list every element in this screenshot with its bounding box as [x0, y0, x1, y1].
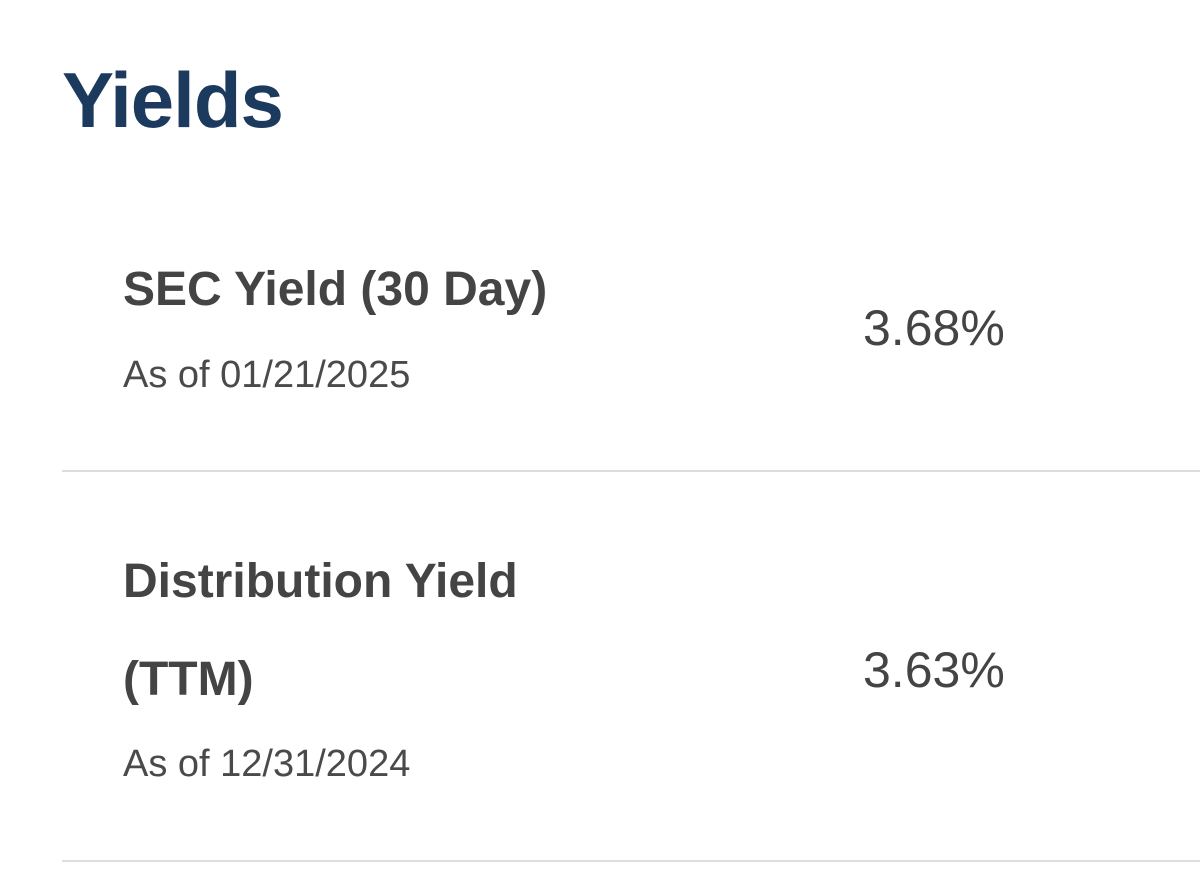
section-title: Yields — [62, 56, 284, 144]
divider — [62, 470, 1200, 472]
row-value: 3.63% — [863, 642, 1005, 698]
row-date: As of 01/21/2025 — [123, 354, 411, 396]
row-label: Distribution Yield (TTM) — [123, 555, 518, 706]
row-label: SEC Yield (30 Day) — [123, 263, 548, 316]
row-value: 3.68% — [863, 300, 1005, 356]
divider — [62, 860, 1200, 862]
row-date: As of 12/31/2024 — [123, 743, 411, 785]
